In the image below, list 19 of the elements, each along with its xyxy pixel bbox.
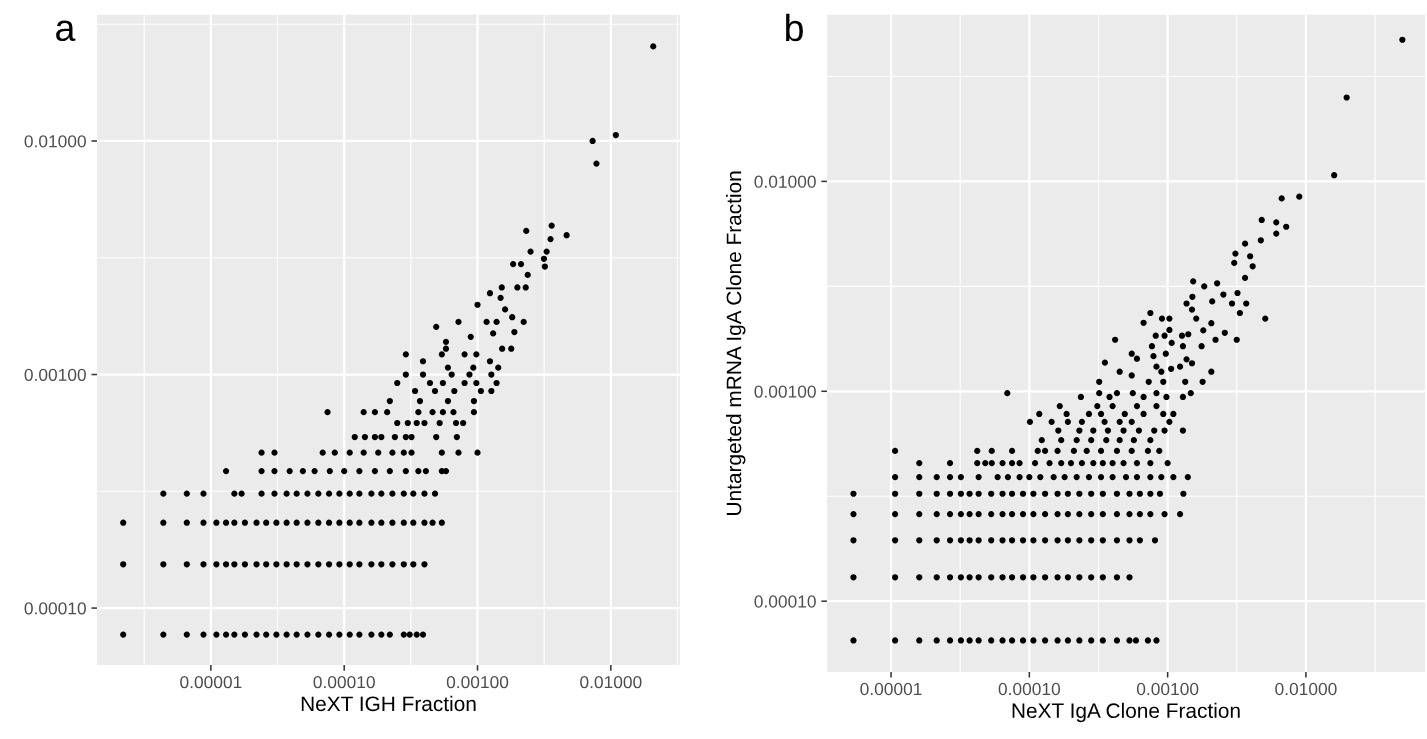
x-axis-title: NeXT IgA Clone Fraction	[1012, 702, 1240, 723]
x-tick-label: 0.00100	[1136, 682, 1199, 696]
x-tick-label: 0.00100	[446, 675, 509, 689]
x-tick-label: 0.01000	[1275, 682, 1337, 696]
x-tick-label: 0.00010	[313, 675, 375, 689]
chart-title: a	[56, 20, 76, 42]
y-tick-label: 0.01000	[24, 135, 86, 148]
x-tick-label: 0.00010	[998, 682, 1061, 696]
chart-title: b	[786, 13, 803, 42]
y-tick-label: 0.00010	[24, 602, 86, 615]
y-tick-label: 0.01000	[754, 175, 816, 188]
y-tick-label: 0.00010	[754, 595, 816, 608]
x-tick-label: 0.01000	[580, 675, 642, 689]
x-tick-label: 0.00001	[180, 675, 242, 689]
x-tick-label: 0.00001	[860, 682, 922, 696]
x-axis-title: NeXT IGH Fraction	[301, 695, 476, 712]
y-tick-label: 0.00100	[24, 368, 86, 381]
y-tick-label: 0.00100	[754, 385, 816, 398]
y-axis-title: Untargeted mRNA IgA Clone Fraction	[726, 171, 746, 515]
